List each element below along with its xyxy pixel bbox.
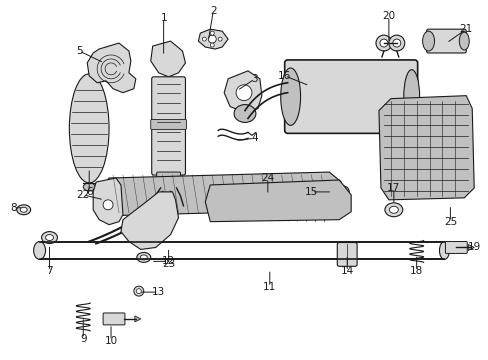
Circle shape [392,39,400,47]
Text: 22: 22 [77,190,90,200]
Ellipse shape [234,105,255,122]
Text: 17: 17 [386,183,400,193]
Text: 5: 5 [76,46,82,56]
Ellipse shape [41,231,57,243]
Ellipse shape [34,242,45,260]
Text: 10: 10 [104,336,117,346]
Polygon shape [205,180,350,222]
Ellipse shape [20,207,27,212]
Circle shape [208,35,216,43]
Text: 24: 24 [261,173,274,183]
Text: 3: 3 [251,74,258,84]
Text: 15: 15 [304,187,318,197]
FancyBboxPatch shape [156,172,180,189]
Ellipse shape [17,205,31,215]
FancyBboxPatch shape [284,60,417,133]
Circle shape [327,189,334,195]
Polygon shape [135,316,141,322]
Polygon shape [93,178,122,225]
Text: 6: 6 [86,187,92,197]
Circle shape [134,286,143,296]
Text: 16: 16 [278,71,291,81]
Ellipse shape [69,74,109,183]
Circle shape [379,39,387,47]
Ellipse shape [458,32,468,50]
FancyBboxPatch shape [103,313,124,325]
Text: 13: 13 [152,287,165,297]
Polygon shape [87,43,136,93]
Ellipse shape [384,203,402,217]
Ellipse shape [403,69,419,123]
Text: 25: 25 [443,217,456,227]
Ellipse shape [388,206,398,213]
Ellipse shape [439,242,448,260]
Ellipse shape [83,183,95,191]
Circle shape [388,35,404,51]
Circle shape [325,186,337,198]
Text: 1: 1 [160,13,166,23]
Circle shape [375,35,391,51]
Polygon shape [224,71,262,113]
Text: 14: 14 [340,266,353,276]
FancyBboxPatch shape [337,243,356,266]
Text: 2: 2 [209,6,216,16]
Polygon shape [150,41,185,77]
Text: 21: 21 [459,24,472,34]
Text: 23: 23 [162,259,175,269]
Circle shape [337,186,348,198]
FancyBboxPatch shape [426,29,466,53]
Text: 9: 9 [80,334,86,344]
Circle shape [103,200,113,210]
FancyBboxPatch shape [445,242,467,253]
Circle shape [236,85,251,100]
Circle shape [340,189,346,195]
Circle shape [210,31,214,35]
Circle shape [218,37,222,41]
FancyBboxPatch shape [40,242,444,260]
Ellipse shape [137,252,150,262]
Circle shape [202,37,206,41]
Ellipse shape [45,235,53,240]
Polygon shape [121,192,178,249]
Polygon shape [378,96,473,200]
Ellipse shape [280,68,300,125]
Text: 11: 11 [263,282,276,292]
Polygon shape [198,29,228,49]
Text: 4: 4 [251,133,258,143]
Polygon shape [468,244,473,251]
Text: 18: 18 [409,266,423,276]
Ellipse shape [422,31,434,51]
Text: 20: 20 [382,11,395,21]
Text: 8: 8 [10,203,17,213]
Circle shape [210,43,214,47]
Text: 12: 12 [162,256,175,266]
Text: 19: 19 [467,243,480,252]
Circle shape [136,289,141,294]
FancyBboxPatch shape [150,120,186,129]
FancyBboxPatch shape [151,77,185,175]
Text: 7: 7 [46,266,53,276]
Ellipse shape [140,255,147,260]
Polygon shape [101,172,341,216]
